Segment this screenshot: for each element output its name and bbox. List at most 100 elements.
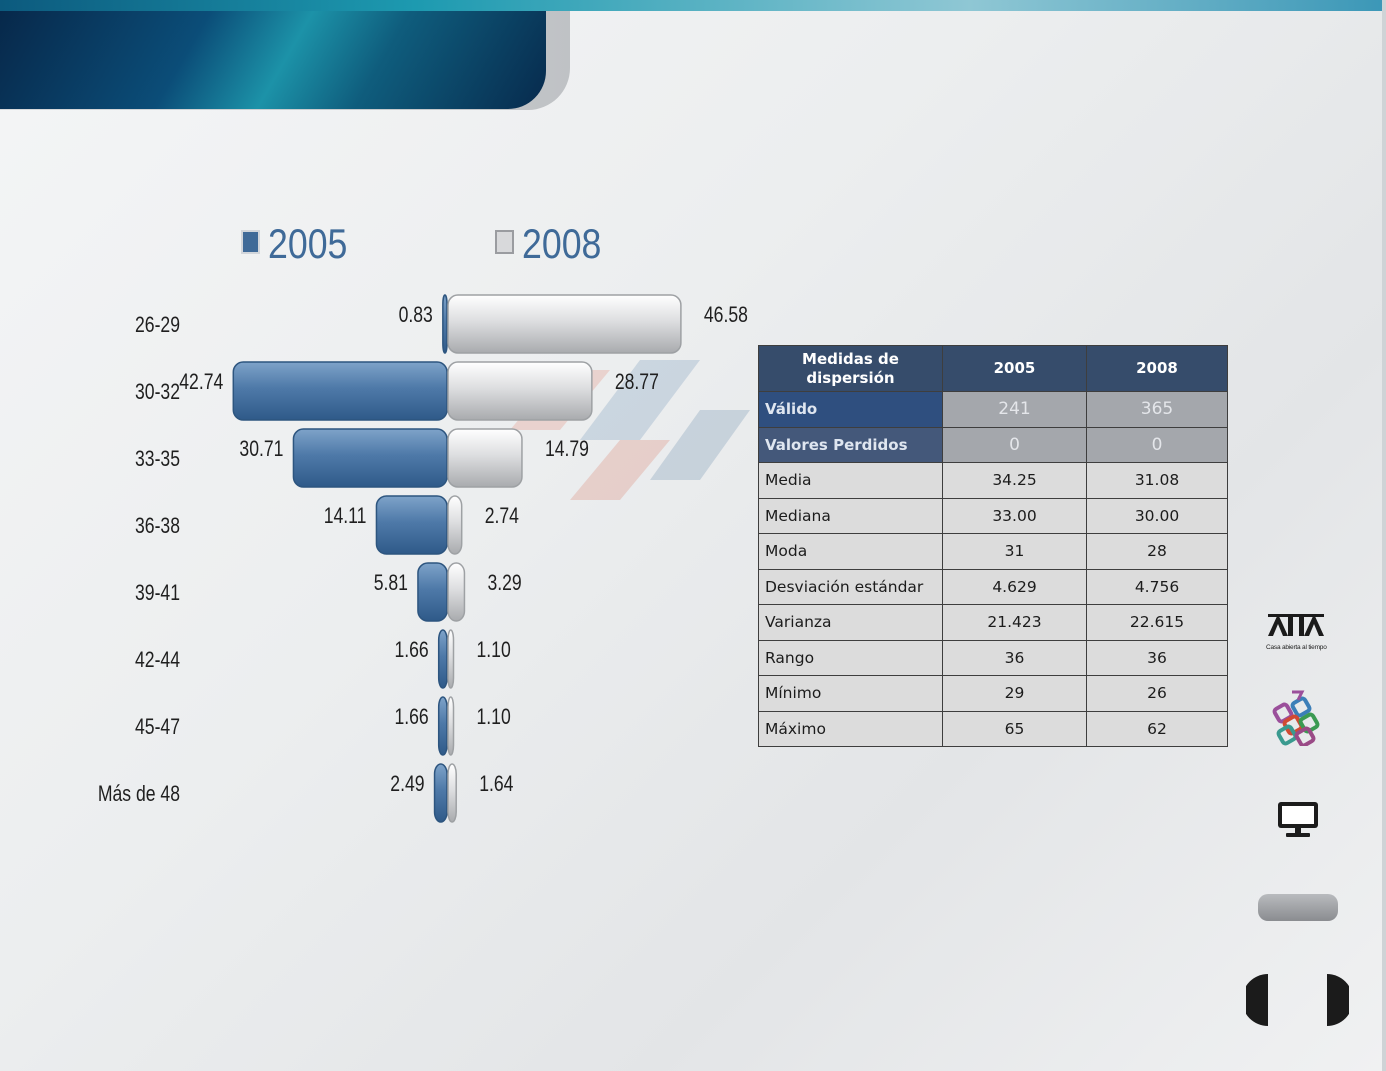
table-row: Máximo 65 62	[758, 710, 1228, 747]
category-label: 36-38	[135, 514, 180, 538]
value-label-2005: 30.71	[239, 437, 283, 461]
value-label-2005: 2.49	[390, 772, 424, 796]
pill-button[interactable]	[1258, 894, 1338, 921]
row-label: Desviación estándar	[758, 568, 943, 605]
cell-2008: 62	[1086, 710, 1228, 747]
row-label: Válido	[758, 391, 943, 428]
value-label-2005: 14.11	[324, 504, 367, 528]
cell-2008: 22.615	[1086, 604, 1228, 641]
cell-2005: 21.423	[942, 604, 1087, 641]
next-icon[interactable]	[1327, 974, 1349, 1026]
dispersion-table: Medidas de dispersión 2005 2008 Válido 2…	[758, 345, 1228, 747]
cell-2005: 4.629	[942, 568, 1087, 605]
category-label: 45-47	[135, 715, 180, 739]
bar-2008	[447, 696, 455, 756]
bars	[232, 294, 682, 823]
bar-2008	[447, 629, 455, 689]
cell-2005: 0	[942, 426, 1087, 463]
uam-logo-icon[interactable]: Casa abierta al tiempo	[1266, 612, 1330, 651]
value-label-2008: 46.58	[704, 303, 748, 327]
legend-label-2005: 2005	[268, 221, 347, 267]
cell-2005: 31	[942, 533, 1087, 570]
header-measures: Medidas de dispersión	[758, 345, 943, 392]
table-row: Mediana 33.00 30.00	[758, 497, 1228, 534]
legend-swatch-2005	[241, 230, 260, 254]
legend: 2005 2008	[241, 221, 601, 268]
row-label: Media	[758, 462, 943, 499]
value-label-2005: 1.66	[394, 705, 428, 729]
bar-2008	[447, 562, 466, 622]
top-strip	[0, 0, 1386, 11]
row-label: Máximo	[758, 710, 943, 747]
table-row: Desviación estándar 4.629 4.756	[758, 568, 1228, 605]
value-label-2005: 5.81	[374, 571, 408, 595]
table-row: Valores Perdidos 0 0	[758, 426, 1228, 463]
category-label: 33-35	[135, 447, 180, 471]
table-row: Moda 31 28	[758, 533, 1228, 570]
cell-2008: 31.08	[1086, 462, 1228, 499]
right-edge	[1382, 0, 1386, 1071]
category-label: 26-29	[135, 313, 180, 337]
bar-2005	[437, 696, 448, 756]
legend-label-2008: 2008	[522, 221, 601, 267]
row-label: Moda	[758, 533, 943, 570]
table-row: Rango 36 36	[758, 639, 1228, 676]
category-label: Más de 48	[98, 782, 180, 806]
row-label: Rango	[758, 639, 943, 676]
bar-2008	[447, 495, 463, 555]
cell-2008: 365	[1086, 391, 1228, 428]
category-labels: 26-29 30-32 33-35 36-38 39-41 42-44 45-47 Más d…	[98, 313, 180, 806]
row-label: Valores Perdidos	[758, 426, 943, 463]
cell-2005: 65	[942, 710, 1087, 747]
value-label-2005: 1.66	[394, 638, 428, 662]
cell-2005: 241	[942, 391, 1087, 428]
header-banner	[0, 11, 546, 109]
header-2008: 2008	[1086, 345, 1228, 392]
bar-2005	[442, 294, 448, 354]
category-label: 39-41	[135, 581, 180, 605]
monitor-icon[interactable]	[1276, 800, 1320, 838]
cell-2008: 36	[1086, 639, 1228, 676]
cell-2008: 28	[1086, 533, 1228, 570]
bar-2005	[292, 428, 448, 488]
cell-2005: 33.00	[942, 497, 1087, 534]
table-header-row: Medidas de dispersión 2005 2008	[758, 345, 1228, 392]
row-label: Mediana	[758, 497, 943, 534]
colored-logo-icon[interactable]	[1272, 690, 1324, 746]
value-label-2008: 1.10	[477, 705, 511, 729]
bar-2005	[437, 629, 448, 689]
legend-swatch-2008	[495, 230, 514, 254]
cell-2005: 29	[942, 675, 1087, 712]
row-label: Mínimo	[758, 675, 943, 712]
value-label-2008: 3.29	[487, 571, 521, 595]
header-2005: 2005	[942, 345, 1087, 392]
bar-2005	[433, 763, 448, 823]
value-label-2008: 1.64	[479, 772, 513, 796]
bar-2008	[447, 361, 593, 421]
cell-2005: 34.25	[942, 462, 1087, 499]
population-pyramid-chart: 2005 2008 26-29 30-32 33-35 36-38 39-41 42-44…	[98, 221, 748, 823]
bar-2005	[417, 562, 448, 622]
bar-2008	[447, 428, 523, 488]
bar-2008	[447, 763, 457, 823]
row-label: Varianza	[758, 604, 943, 641]
value-label-2008: 28.77	[615, 370, 659, 394]
table-row: Válido 241 365	[758, 391, 1228, 428]
bar-2005	[232, 361, 448, 421]
table-row: Media 34.25 31.08	[758, 462, 1228, 499]
value-label-2008: 1.10	[477, 638, 511, 662]
uam-logo-mark	[1268, 614, 1324, 636]
category-label: 42-44	[135, 648, 180, 672]
cell-2008: 0	[1086, 426, 1228, 463]
cell-2008: 30.00	[1086, 497, 1228, 534]
value-labels: 0.83 46.58 42.74 28.77 30.71 14.79 14.11 2.74 5.…	[179, 303, 748, 796]
cell-2008: 4.756	[1086, 568, 1228, 605]
bar-2008	[447, 294, 682, 354]
cell-2005: 36	[942, 639, 1087, 676]
value-label-2005: 0.83	[399, 303, 433, 327]
category-label: 30-32	[135, 380, 180, 404]
prev-icon[interactable]	[1246, 974, 1268, 1026]
uam-tagline: Casa abierta al tiempo	[1266, 644, 1327, 651]
table-row: Varianza 21.423 22.615	[758, 604, 1228, 641]
value-label-2005: 42.74	[179, 370, 223, 394]
